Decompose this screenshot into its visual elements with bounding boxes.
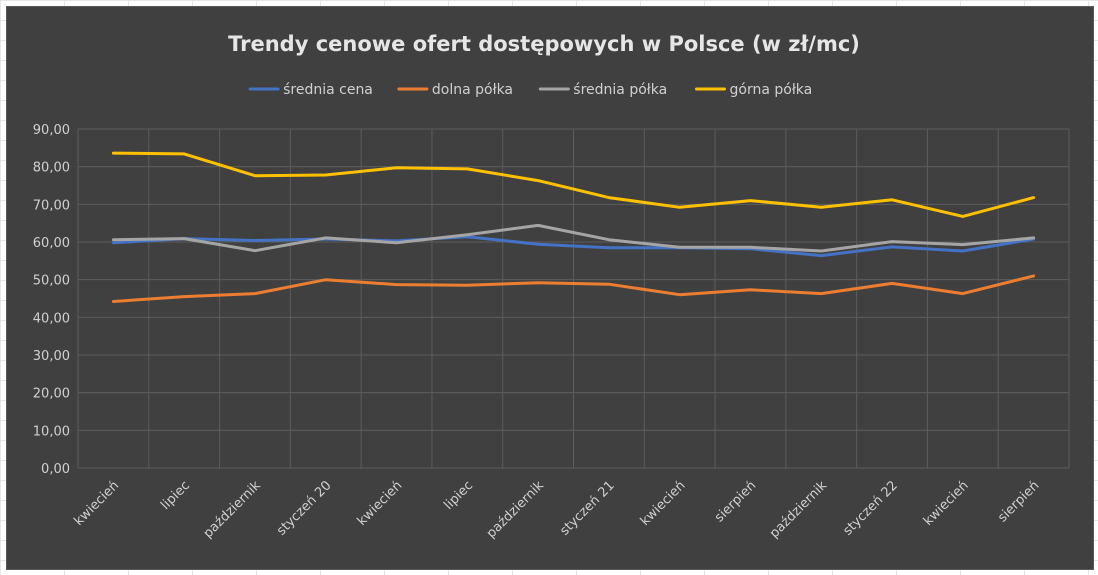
y-tick-label: 20,00 — [33, 387, 70, 402]
x-tick-label: kwiecień — [921, 478, 972, 529]
series-line[interactable] — [111, 274, 1036, 303]
series-layer — [111, 151, 1036, 303]
chart-area[interactable]: Trendy cenowe ofert dostępowych w Polsce… — [6, 6, 1094, 570]
chart-title: Trendy cenowe ofert dostępowych w Polsce… — [228, 32, 860, 56]
series-line[interactable] — [111, 151, 1036, 218]
chart-legend: średnia cena dolna półka średnia półka górn… — [248, 82, 813, 98]
x-tick-label: kwiecień — [355, 478, 406, 529]
y-tick-label: 0,00 — [41, 462, 70, 477]
line-chart: Trendy cenowe ofert dostępowych w Polsce… — [33, 32, 1070, 541]
y-tick-label: 70,00 — [33, 198, 70, 213]
x-tick-label: październik — [767, 478, 830, 541]
series-line[interactable] — [111, 235, 1036, 258]
gridlines — [77, 128, 1070, 469]
x-tick-label: październik — [484, 478, 547, 541]
y-tick-label: 80,00 — [33, 161, 70, 176]
y-axis: 0,00 10,00 20,00 30,00 40,00 50,00 60,00 70,00 8… — [33, 123, 70, 477]
x-tick-label: październik — [201, 478, 264, 541]
legend-label: dolna półka — [432, 82, 513, 98]
y-tick-label: 50,00 — [33, 274, 70, 289]
legend-label: górna półka — [730, 82, 813, 98]
x-tick-label: sierpień — [712, 478, 759, 525]
x-tick-label: styczeń 21 — [557, 478, 617, 538]
y-tick-label: 40,00 — [33, 311, 70, 326]
legend-label: średnia półka — [573, 82, 667, 98]
x-tick-label: styczeń 20 — [274, 478, 334, 538]
legend-label: średnia cena — [283, 82, 373, 98]
x-tick-label: lipiec — [441, 478, 476, 513]
y-tick-label: 30,00 — [33, 349, 70, 364]
x-axis: kwiecień lipiec październik styczeń 20 kwiec… — [71, 478, 1042, 541]
x-tick-label: styczeń 22 — [840, 478, 900, 538]
y-tick-label: 10,00 — [33, 424, 70, 439]
y-tick-label: 60,00 — [33, 236, 70, 251]
x-tick-label: kwiecień — [71, 478, 122, 529]
x-tick-label: kwiecień — [638, 478, 689, 529]
series-line[interactable] — [111, 223, 1036, 253]
y-tick-label: 90,00 — [33, 123, 70, 138]
x-tick-label: lipiec — [158, 478, 193, 513]
x-tick-label: sierpień — [995, 478, 1042, 525]
